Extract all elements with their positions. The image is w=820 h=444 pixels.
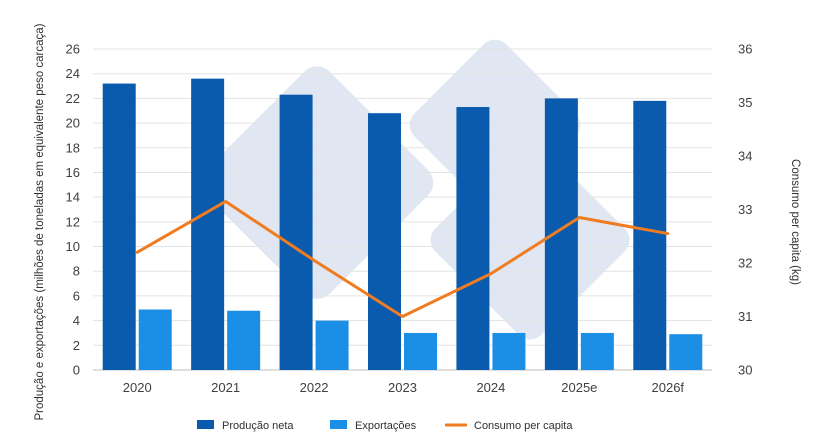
legend-swatch-1	[330, 420, 347, 429]
y-tick-10: 10	[66, 239, 80, 254]
bar-producao-2022	[279, 94, 313, 370]
y-tick-22: 22	[66, 91, 80, 106]
y2-axis-title: Consumo per capita (kg)	[789, 159, 801, 285]
y2-tick-36: 36	[738, 42, 752, 57]
y2-tick-32: 32	[738, 256, 752, 271]
y-axis-title: Produção e exportações (milhões de tonel…	[34, 23, 46, 420]
y2-tick-33: 33	[738, 202, 752, 217]
bar-producao-2020	[102, 83, 136, 371]
line-layer	[135, 199, 670, 318]
y-tick-14: 14	[66, 190, 80, 205]
x-tick-2021: 2021	[211, 380, 240, 395]
x-tick-2020: 2020	[123, 380, 152, 395]
y-tick-6: 6	[73, 288, 80, 303]
x-tick-2023: 2023	[388, 380, 417, 395]
y-tick-24: 24	[66, 66, 80, 81]
y-tick-16: 16	[66, 165, 80, 180]
bar-exportacoes-2024	[492, 332, 526, 370]
legend: Produção neta Exportações Consumo per capi…	[197, 420, 573, 432]
y-axis-right: 30 31 32 33 34 35 36	[738, 42, 752, 378]
bar-exportacoes-2022	[315, 320, 349, 370]
y-tick-2: 2	[73, 338, 80, 353]
bars-layer	[102, 78, 703, 371]
y-tick-20: 20	[66, 116, 80, 131]
x-tick-2026f: 2026f	[652, 380, 685, 395]
bar-exportacoes-2026f	[669, 334, 703, 370]
line-consumo-per-capita	[135, 199, 670, 318]
y-tick-26: 26	[66, 42, 80, 57]
legend-label-0: Produção neta	[222, 420, 294, 432]
bar-producao-2024	[456, 107, 490, 371]
bar-exportacoes-2021	[227, 310, 261, 370]
legend-label-2: Consumo per capita	[474, 420, 573, 432]
x-tick-2022: 2022	[300, 380, 329, 395]
y-tick-4: 4	[73, 313, 80, 328]
y2-tick-34: 34	[738, 149, 752, 164]
bar-producao-2021	[191, 78, 225, 370]
x-tick-2024: 2024	[476, 380, 505, 395]
bar-producao-2025e	[544, 98, 578, 370]
bar-producao-2026f	[633, 100, 667, 370]
legend-label-1: Exportações	[355, 420, 417, 432]
bar-exportacoes-2020	[138, 309, 172, 370]
y-tick-0: 0	[73, 363, 80, 378]
legend-swatch-0	[197, 420, 214, 429]
y-tick-12: 12	[66, 214, 80, 229]
y-tick-18: 18	[66, 140, 80, 155]
x-axis: 2020 2021 2022 2023 2024 2025e 2026f	[123, 380, 685, 395]
x-tick-2025e: 2025e	[561, 380, 597, 395]
bar-exportacoes-2025e	[580, 332, 614, 370]
y-tick-8: 8	[73, 264, 80, 279]
bar-exportacoes-2023	[404, 332, 437, 370]
bar-producao-2023	[368, 113, 401, 370]
y2-tick-35: 35	[738, 95, 752, 110]
y2-tick-30: 30	[738, 363, 752, 378]
y2-tick-31: 31	[738, 309, 752, 324]
